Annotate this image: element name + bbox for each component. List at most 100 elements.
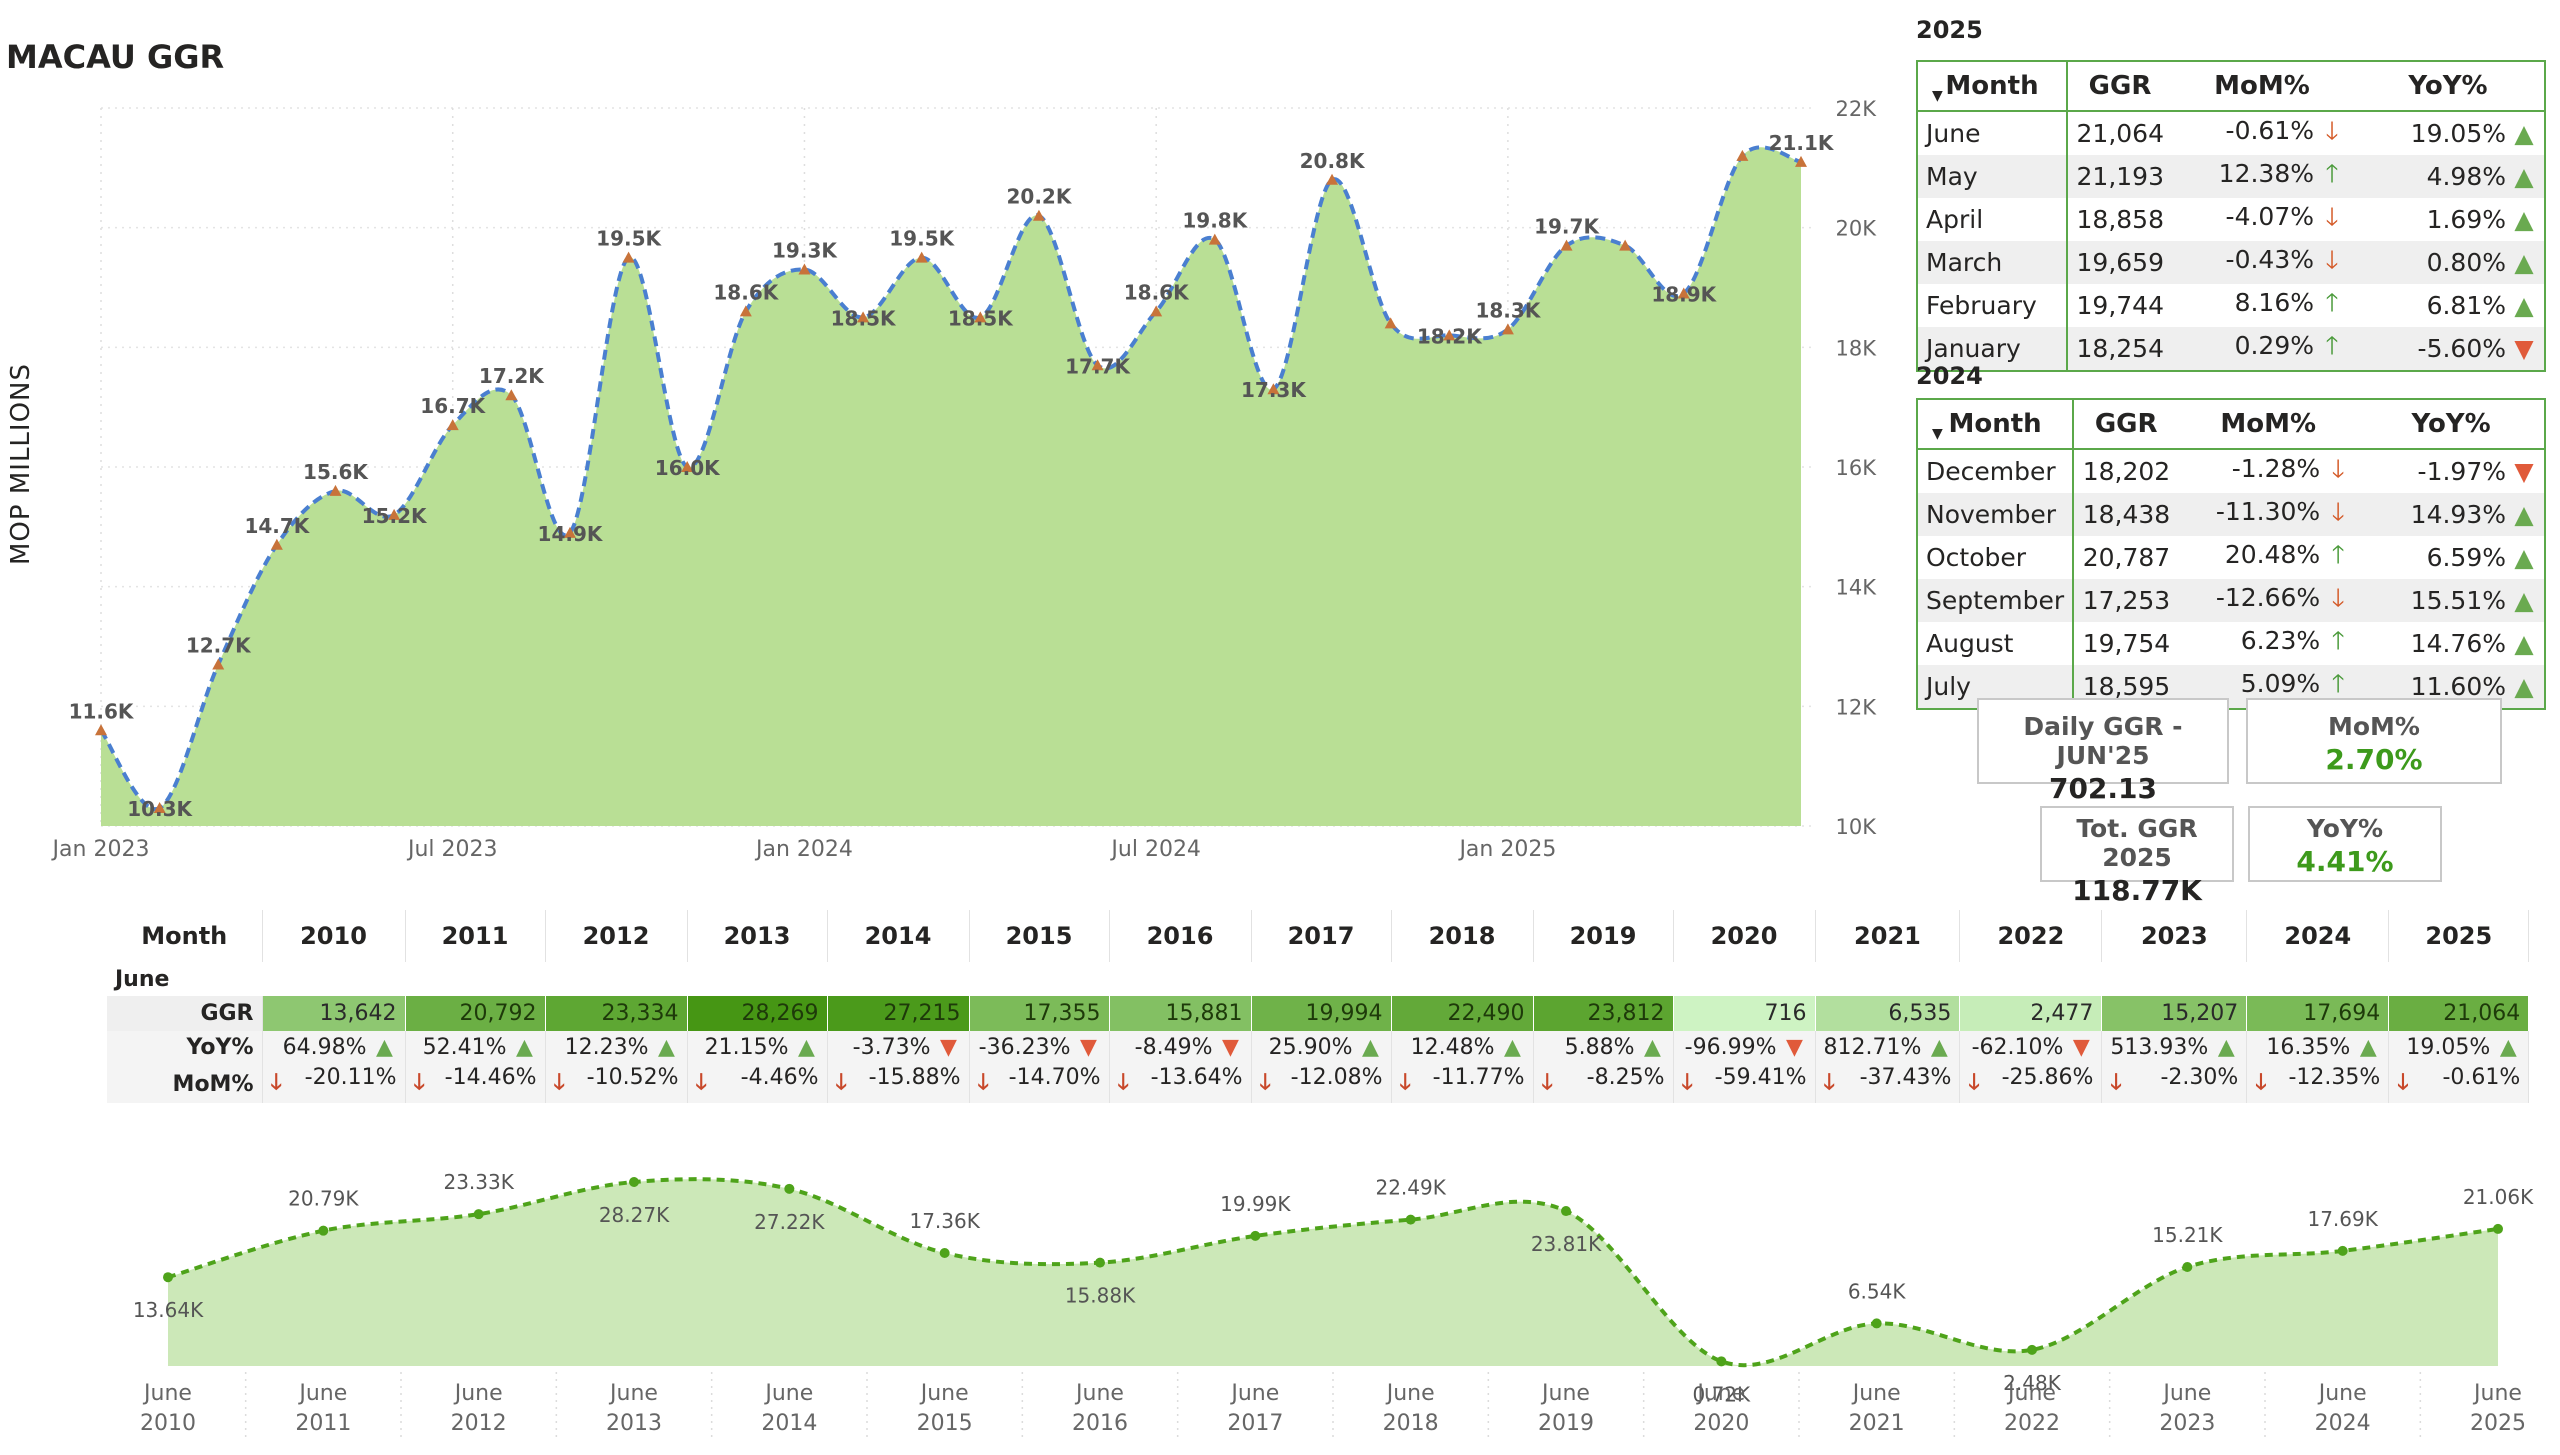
- data-point: [212, 658, 225, 670]
- column-header-month[interactable]: Month ▼: [1917, 399, 2075, 449]
- mom-cell: 🡓 -12.08%: [1251, 1065, 1392, 1103]
- x-tick-label: 2024: [2315, 1411, 2371, 1436]
- column-header-year[interactable]: 2025: [2388, 910, 2530, 962]
- mom-cell: 🡓 -2.30%: [2101, 1065, 2248, 1103]
- month-cell: August: [1917, 622, 2075, 665]
- x-tick-label: Jan 2025: [1457, 837, 1556, 862]
- table-row[interactable]: March 19,659 -0.43% 🡓 0.80% ▲: [1917, 241, 2545, 284]
- series-line: [99, 145, 1802, 811]
- yoy-cell: 4.98% ▲: [2352, 155, 2545, 198]
- table-row[interactable]: October 20,787 20.48% 🡑 6.59% ▲: [1917, 536, 2545, 579]
- table-row[interactable]: April 18,858 -4.07% 🡓 1.69% ▲: [1917, 198, 2545, 241]
- triangle-up-icon: ▲: [2514, 586, 2534, 615]
- data-label: 19.7K: [1534, 215, 1600, 239]
- column-header-year[interactable]: 2020: [1673, 910, 1816, 962]
- data-label: 15.88K: [1065, 1284, 1136, 1308]
- column-header-year[interactable]: 2022: [1959, 910, 2103, 962]
- table-row[interactable]: November 18,438 -11.30% 🡓 14.93% ▲: [1917, 493, 2545, 536]
- column-header-year[interactable]: 2015: [969, 910, 1110, 962]
- group-label: June: [107, 962, 2529, 996]
- yoy-value: -1.97%: [2417, 457, 2506, 486]
- arrow-down-icon: 🡓: [1399, 1070, 1411, 1095]
- sort-descending-icon[interactable]: ▼: [1932, 426, 1943, 442]
- column-header-year[interactable]: 2011: [405, 910, 546, 962]
- month-cell: January: [1917, 327, 2068, 371]
- mom-row[interactable]: MoM% 🡓 -20.11% 🡓 -14.46% 🡓 -10.52% 🡓 -4.46% 🡓 -15.…: [107, 1065, 2530, 1103]
- column-header-month[interactable]: Month ▼: [1917, 61, 2068, 111]
- column-header-year[interactable]: 2023: [2101, 910, 2248, 962]
- table-row[interactable]: May 21,193 12.38% 🡑 4.98% ▲: [1917, 155, 2545, 198]
- column-header-year[interactable]: 2019: [1533, 910, 1674, 962]
- column-header-year[interactable]: 2010: [262, 910, 406, 962]
- column-header-ggr[interactable]: GGR: [2094, 409, 2158, 439]
- june-yearly-table: Month 2010 2011 2012 2013 2014 2015 2016 2017 20…: [107, 910, 2530, 1103]
- table-row[interactable]: January 18,254 0.29% 🡑 -5.60% ▼: [1917, 327, 2545, 371]
- ggr-row[interactable]: GGR 13,642 20,792 23,334 28,269 27,215 17,355 1…: [107, 996, 2530, 1031]
- ggr-cell: 13,642: [262, 996, 406, 1031]
- yoy-row[interactable]: YoY% 64.98% ▲ 52.41% ▲ 12.23% ▲ 21.15% ▲ -3.73% ▼ -…: [107, 1030, 2530, 1065]
- mom-value: -11.77%: [1432, 1065, 1525, 1090]
- row-label: GGR: [107, 996, 263, 1031]
- sort-descending-icon[interactable]: ▼: [1932, 88, 1943, 104]
- column-header-yoy[interactable]: YoY%: [2408, 71, 2488, 101]
- column-header-year[interactable]: 2024: [2246, 910, 2390, 962]
- data-label: 18.5K: [948, 306, 1014, 330]
- x-tick-label: 2014: [761, 1411, 817, 1436]
- x-tick-label: 2016: [1072, 1411, 1128, 1436]
- mom-cell: -0.43% 🡓: [2172, 241, 2352, 284]
- table-row[interactable]: August 19,754 6.23% 🡑 14.76% ▲: [1917, 622, 2545, 665]
- yoy-value: -36.23%: [978, 1035, 1071, 1061]
- mom-card-label: MoM%: [2328, 712, 2420, 741]
- table-row[interactable]: February 19,744 8.16% 🡑 6.81% ▲: [1917, 284, 2545, 327]
- table-row[interactable]: September 17,253 -12.66% 🡓 15.51% ▲: [1917, 579, 2545, 622]
- arrow-down-icon: 🡓: [553, 1070, 565, 1095]
- column-header-ggr[interactable]: GGR: [2088, 71, 2152, 101]
- x-tick-label: 2017: [1227, 1411, 1283, 1436]
- yoy-value: 64.98%: [282, 1035, 367, 1061]
- column-header-month[interactable]: Month: [107, 910, 263, 962]
- data-point: [329, 484, 342, 496]
- column-header-year[interactable]: 2013: [687, 910, 828, 962]
- data-point: [446, 419, 459, 431]
- x-tick-label: 2021: [1849, 1411, 1905, 1436]
- data-point: [505, 389, 518, 401]
- data-point: [1871, 1318, 1882, 1329]
- x-tick-label: June: [608, 1381, 658, 1406]
- column-header-year[interactable]: 2014: [827, 910, 970, 962]
- ggr-cell: 6,535: [1815, 996, 1961, 1031]
- mom-cell: 5.09% 🡑: [2178, 665, 2358, 709]
- x-tick-label: 2025: [2470, 1411, 2526, 1436]
- data-point: [1560, 239, 1573, 251]
- data-label: 22.49K: [1375, 1176, 1446, 1200]
- x-tick-label: June: [453, 1381, 503, 1406]
- column-header-yoy[interactable]: YoY%: [2411, 409, 2491, 439]
- column-header-mom[interactable]: MoM%: [2220, 409, 2317, 439]
- column-header-year[interactable]: 2021: [1815, 910, 1961, 962]
- month-cell: April: [1917, 198, 2068, 241]
- data-point: [2182, 1262, 2193, 1273]
- data-label: 20.79K: [288, 1187, 359, 1211]
- x-tick-label: 2020: [1693, 1411, 1749, 1436]
- column-header-year[interactable]: 2016: [1109, 910, 1252, 962]
- group-row[interactable]: June: [107, 962, 2529, 996]
- data-point: [318, 1225, 329, 1236]
- column-header-year[interactable]: 2012: [545, 910, 688, 962]
- data-label: 19.3K: [772, 239, 838, 263]
- table-row[interactable]: December 18,202 -1.28% 🡓 -1.97% ▼: [1917, 449, 2545, 493]
- column-header-year[interactable]: 2017: [1251, 910, 1392, 962]
- data-point: [563, 526, 576, 538]
- yoy-card-label: YoY%: [2306, 814, 2384, 843]
- data-label: 18.6K: [1124, 280, 1190, 304]
- data-label: 13.64K: [133, 1298, 204, 1322]
- yoy-value: 6.59%: [2426, 543, 2506, 572]
- mom-value: -12.66%: [2215, 583, 2321, 612]
- mom-value: -14.46%: [444, 1065, 537, 1090]
- table-row[interactable]: June 21,064 -0.61% 🡓 19.05% ▲: [1917, 111, 2545, 155]
- ggr-cell: 17,253: [2082, 586, 2171, 615]
- arrow-down-icon: 🡓: [1968, 1070, 1980, 1095]
- mom-cell: -1.28% 🡓: [2178, 449, 2358, 493]
- column-header-mom[interactable]: MoM%: [2214, 71, 2310, 101]
- mom-value: -20.11%: [304, 1065, 397, 1090]
- x-tick-label: Jan 2024: [754, 837, 853, 862]
- column-header-year[interactable]: 2018: [1391, 910, 1534, 962]
